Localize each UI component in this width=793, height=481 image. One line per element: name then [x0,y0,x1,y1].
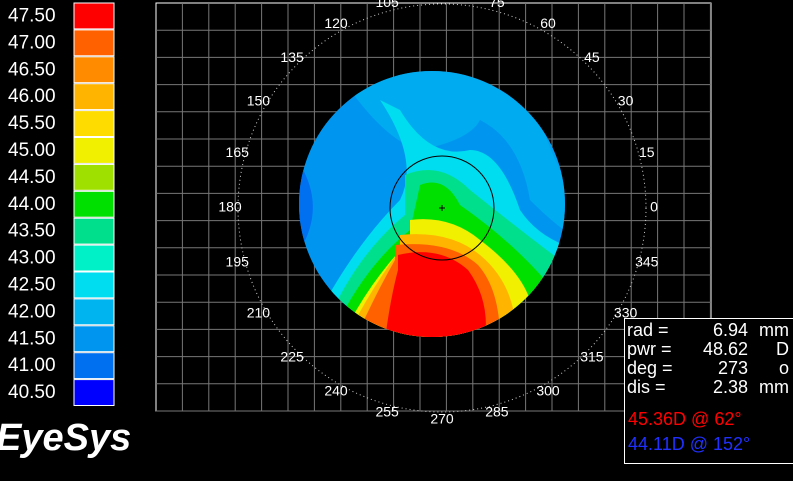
scale-label: 47.00 [8,32,56,53]
info-key: rad = [627,320,669,340]
scale-label: 46.00 [8,86,56,107]
scale-swatch [73,325,115,353]
scale-swatch [73,271,115,299]
scale-label: 41.00 [8,355,56,376]
info-unit: mm [759,377,789,397]
angle-labels: 0 15 30 45 60 75 90 105 120 135 150 165 180 195 210 225… [218,0,658,427]
scale-label: 41.50 [8,328,56,349]
scale-label: 46.50 [8,59,56,80]
scale-swatch [73,379,115,407]
max-k: 45.36D @ 62° [628,409,742,429]
angle-label: 255 [375,403,399,419]
scale-swatch [73,2,115,30]
angle-label: 270 [430,411,454,427]
angle-label: 330 [614,305,638,321]
info-value: 273 [718,358,748,378]
pupil-ring [389,155,495,261]
angle-label: 105 [375,0,399,10]
scale-label: 40.50 [8,382,56,403]
scale-label: 47.50 [8,5,56,26]
angle-label: 210 [247,305,271,321]
angle-label: 345 [635,254,659,270]
scale-swatch [73,217,115,245]
angle-label: 300 [536,382,560,398]
reference-ring [237,3,647,413]
scale-label: 44.50 [8,167,56,188]
scale-swatch [73,163,115,191]
angle-label: 75 [489,0,505,10]
angle-label: 60 [540,15,556,31]
info-key: deg = [627,358,673,378]
angle-label: 30 [618,93,634,109]
info-box [624,318,793,464]
angle-label: 150 [247,93,271,109]
scale-swatch [73,244,115,272]
angle-label: 180 [218,199,242,215]
scale-swatch [73,83,115,111]
angle-label: 225 [280,349,304,365]
angle-label: 120 [324,15,348,31]
info-value: 6.94 [713,320,748,340]
scale-swatch [73,352,115,380]
info-unit: mm [759,320,789,340]
angle-label: 165 [226,144,250,160]
scale-label: 42.50 [8,274,56,295]
angle-label: 240 [324,382,348,398]
scale-label: 43.00 [8,248,56,269]
scale-swatch [73,110,115,137]
scale-swatch [73,298,115,326]
center-mark [439,205,445,211]
scale-label: 42.00 [8,301,56,322]
scale-swatch [73,190,115,218]
angle-label: 15 [639,144,655,160]
scale-label: 43.50 [8,221,56,242]
info-value: 48.62 [703,339,748,359]
scale-label: 45.00 [8,140,56,161]
color-scale: 47.50 47.00 46.50 46.00 45.50 45.00 44.50 44.00… [8,2,115,407]
scale-swatch [73,137,115,164]
scale-swatch [73,29,115,57]
angle-label: 135 [280,49,304,65]
scale-swatch [73,56,115,84]
scale-label: 44.00 [8,194,56,215]
angle-label: 195 [226,254,250,270]
scale-label: 45.50 [8,113,56,134]
angle-label: 285 [485,403,509,419]
angle-label: 90 [434,0,450,3]
brand: EyeSys [0,417,131,459]
info-key: dis = [627,377,666,397]
angle-label: 0 [650,199,658,215]
angle-label: 45 [584,49,600,65]
info-value: 2.38 [713,377,748,397]
info-unit: D [776,339,789,359]
info-key: pwr = [627,339,672,359]
power-map [299,71,565,337]
angle-label: 315 [580,349,604,365]
min-k: 44.11D @ 152° [628,434,750,454]
info-unit: o [779,358,789,378]
